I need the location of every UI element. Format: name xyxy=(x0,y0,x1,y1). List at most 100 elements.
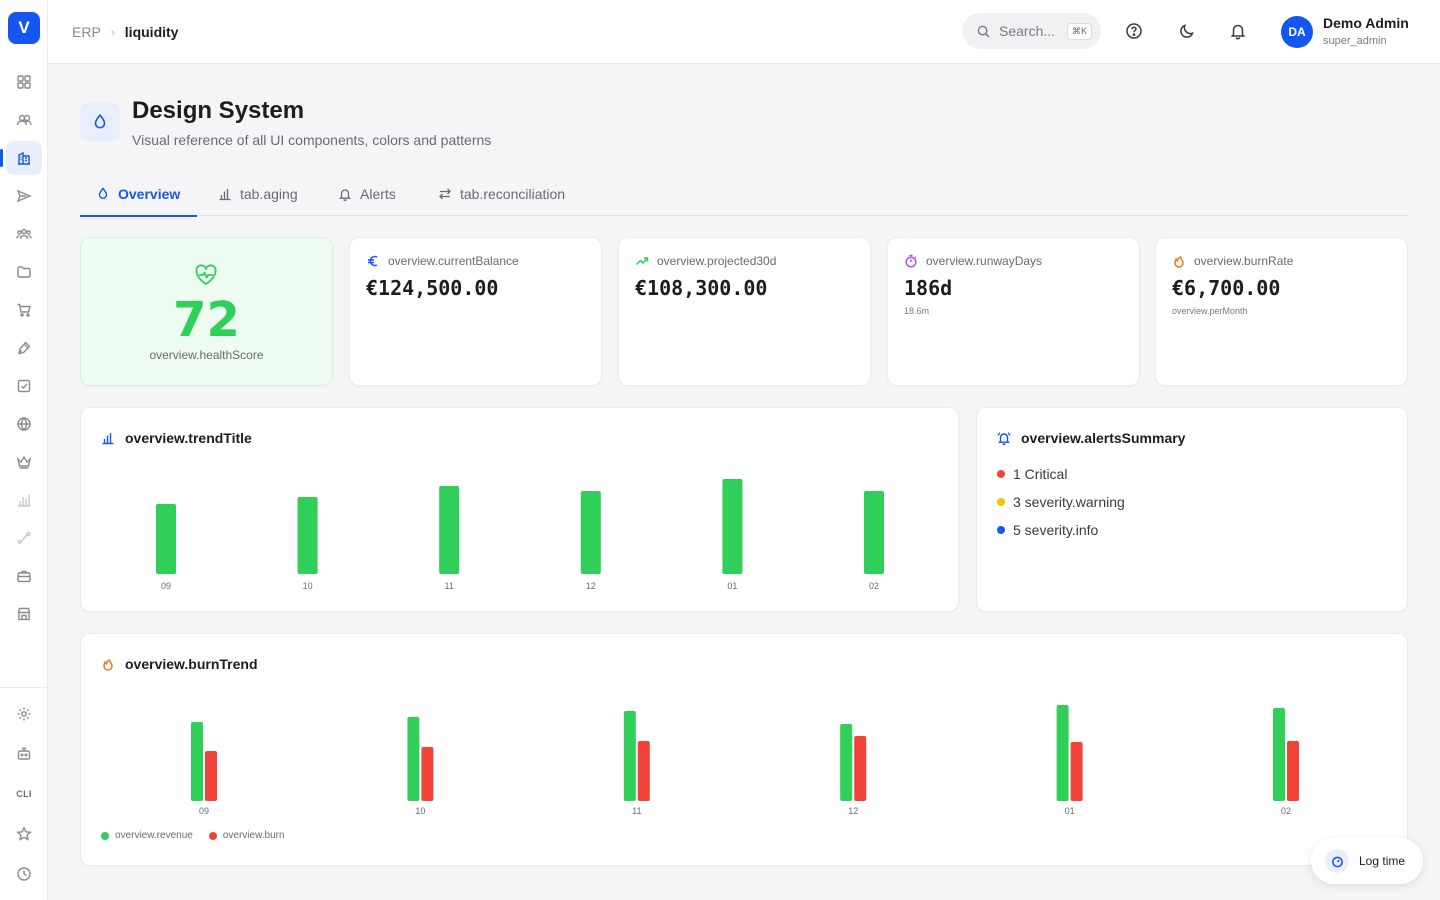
chart-legend: overview.revenue overview.burn xyxy=(101,830,285,841)
legend-item-burn[interactable]: overview.burn xyxy=(208,830,285,841)
sidebar-item-history[interactable] xyxy=(6,857,42,891)
cli-label: CLI xyxy=(16,789,32,799)
trend-bar[interactable] xyxy=(580,491,601,574)
tab-label: tab.aging xyxy=(240,186,298,202)
tab-overview[interactable]: Overview xyxy=(80,172,197,217)
user-role: super_admin xyxy=(1323,35,1387,47)
burn-bar[interactable] xyxy=(421,747,434,801)
sidebar-item-store[interactable] xyxy=(6,597,42,631)
health-score-card: 72 overview.healthScore xyxy=(80,237,333,386)
sidebar-item-tasks[interactable] xyxy=(6,369,42,403)
alert-item-info[interactable]: 5 severity.info xyxy=(997,516,1125,544)
droplet-icon xyxy=(94,113,106,129)
tab-aging[interactable]: tab.aging xyxy=(202,172,314,216)
building-icon xyxy=(18,151,30,165)
stat-value: 186d xyxy=(904,276,953,300)
card-title: overview.alertsSummary xyxy=(1021,430,1186,446)
sidebar-item-finance[interactable] xyxy=(0,141,42,175)
x-tick-label: 10 xyxy=(303,581,313,591)
sidebar-item-reports[interactable] xyxy=(6,483,42,517)
revenue-bar[interactable] xyxy=(191,722,203,801)
avatar[interactable]: DA xyxy=(1281,16,1313,48)
sidebar-item-settings[interactable] xyxy=(6,697,42,731)
briefcase-icon xyxy=(17,570,31,583)
stat-card-burn-rate: overview.burnRate €6,700.00 overview.per… xyxy=(1155,237,1408,386)
search-icon xyxy=(977,25,990,38)
burn-bar[interactable] xyxy=(1287,741,1299,801)
burn-chart: 09 10 11 12 01 02 xyxy=(191,705,1299,816)
legend-item-revenue[interactable]: overview.revenue xyxy=(101,830,193,841)
help-icon xyxy=(1126,23,1142,39)
star-icon xyxy=(16,826,32,841)
sidebar-item-team[interactable] xyxy=(6,217,42,251)
pen-icon xyxy=(18,341,31,355)
x-tick-label: 12 xyxy=(586,581,596,591)
sidebar-item-contacts[interactable] xyxy=(6,103,42,137)
tab-reconciliation[interactable]: tab.reconciliation xyxy=(422,172,581,216)
alert-item-warning[interactable]: 3 severity.warning xyxy=(997,488,1125,516)
route-icon xyxy=(17,531,31,545)
sidebar-item-sales[interactable] xyxy=(6,293,42,327)
sidebar-item-web[interactable] xyxy=(6,407,42,441)
severity-dot xyxy=(997,526,1005,534)
revenue-bar[interactable] xyxy=(840,724,853,801)
sidebar-item-routes[interactable] xyxy=(6,521,42,555)
sidebar-item-design[interactable] xyxy=(6,331,42,365)
revenue-bar[interactable] xyxy=(1273,708,1285,801)
notifications-button[interactable] xyxy=(1227,20,1249,42)
search-input[interactable]: Search... ⌘K xyxy=(962,13,1101,49)
breadcrumb-root[interactable]: ERP xyxy=(72,24,101,40)
sidebar-item-documents[interactable] xyxy=(6,255,42,289)
trend-bar[interactable] xyxy=(722,479,743,574)
top-header: ERP › liquidity Search... ⌘K DA Demo Adm… xyxy=(48,0,1440,64)
trend-bar[interactable] xyxy=(439,486,460,574)
burn-bar[interactable] xyxy=(205,751,217,801)
bell-icon xyxy=(339,189,351,201)
revenue-bar[interactable] xyxy=(623,711,636,801)
sidebar-item-favorites[interactable] xyxy=(6,817,42,851)
sidebar-divider xyxy=(0,687,47,688)
card-header: overview.alertsSummary xyxy=(997,430,1185,446)
burn-bar[interactable] xyxy=(854,736,867,801)
burn-trend-card: overview.burnTrend 09 10 11 12 01 02 overview… xyxy=(80,633,1408,866)
help-button[interactable] xyxy=(1123,20,1145,42)
bar-chart-icon xyxy=(219,189,231,201)
theme-toggle-button[interactable] xyxy=(1176,20,1198,42)
trend-bar[interactable] xyxy=(864,491,884,574)
send-icon xyxy=(16,189,32,203)
alert-item-critical[interactable]: 1 Critical xyxy=(997,460,1125,488)
sidebar-item-dashboard[interactable] xyxy=(6,65,42,99)
legend-label: overview.burn xyxy=(222,830,285,841)
page-title: Design System xyxy=(132,97,305,124)
log-time-button[interactable]: Log time xyxy=(1311,838,1423,884)
trend-bar[interactable] xyxy=(297,497,318,574)
alerts-summary-card: overview.alertsSummary 1 Critical 3 seve… xyxy=(976,407,1408,612)
page-title-icon xyxy=(80,102,120,142)
tab-alerts[interactable]: Alerts xyxy=(322,172,412,216)
trend-chart: 09 10 11 12 01 02 xyxy=(156,479,884,591)
burn-bar[interactable] xyxy=(1070,742,1083,801)
sidebar-item-campaigns[interactable] xyxy=(6,179,42,213)
droplet-icon xyxy=(98,187,108,199)
sidebar-item-cli[interactable]: CLI xyxy=(6,777,42,811)
legend-dot xyxy=(101,831,109,840)
revenue-bar[interactable] xyxy=(1056,705,1069,801)
stat-value: €108,300.00 xyxy=(635,276,768,300)
breadcrumb: ERP › liquidity xyxy=(72,0,178,64)
sidebar-item-premium[interactable] xyxy=(6,445,42,479)
health-score-label: overview.healthScore xyxy=(149,348,264,362)
log-time-label: Log time xyxy=(1359,854,1406,868)
alert-list: 1 Critical 3 severity.warning 5 severity… xyxy=(997,460,1125,544)
crown-icon xyxy=(16,455,32,469)
sidebar-item-projects[interactable] xyxy=(6,559,42,593)
app-logo[interactable]: V xyxy=(8,12,40,44)
users-icon xyxy=(16,114,32,126)
sidebar-item-ai[interactable] xyxy=(6,737,42,771)
arrows-swap-icon xyxy=(439,188,451,200)
trend-bar[interactable] xyxy=(156,504,176,574)
revenue-bar[interactable] xyxy=(407,717,420,801)
user-name[interactable]: Demo Admin xyxy=(1323,15,1409,31)
legend-label: overview.revenue xyxy=(115,830,193,841)
burn-bar[interactable] xyxy=(637,741,650,801)
bar-chart-icon xyxy=(18,495,30,507)
